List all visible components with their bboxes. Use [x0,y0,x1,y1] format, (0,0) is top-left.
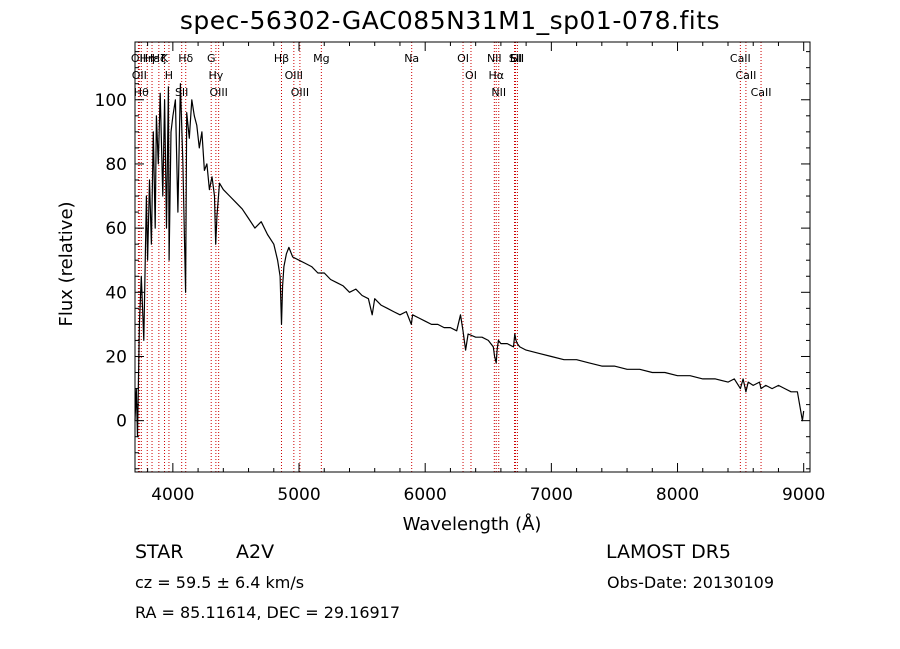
plot-frame [134,41,811,473]
line-label-Hθ: Hθ [134,86,149,99]
x-tick-label: 7000 [530,485,573,505]
axis-ticks: 4000 5000 6000 7000 8000 9000 0 20 40 60 80 100 [95,42,825,505]
line-label-Hδ: Hδ [178,52,193,65]
object-class: STAR [135,541,184,563]
object-subclass: A2V [236,541,275,563]
x-axis-label: Wavelength (Å) [403,513,542,535]
y-tick-label: 40 [105,283,127,303]
survey-name: LAMOST DR5 [606,541,731,563]
redshift-text: cz = 59.5 ± 6.4 km/s [135,573,305,592]
line-label-Hβ: Hβ [274,52,289,65]
line-label-SII: SII [509,52,522,65]
line-label-SII: SII [511,52,524,65]
line-label-K: K [161,52,169,65]
line-label-OII: OII [131,52,146,65]
chart-title: spec-56302-GAC085N31M1_sp01-078.fits [179,6,721,35]
line-label-CaII: CaII [751,86,772,99]
x-tick-label: 6000 [404,485,447,505]
line-label-Mg: Mg [313,52,329,65]
y-axis-label: Flux (relative) [56,201,77,326]
chart-axes [134,41,811,473]
line-label-Na: Na [404,52,419,65]
line-label-OI: OI [465,69,477,82]
y-tick-label: 20 [105,347,127,367]
line-label-G: G [207,52,216,65]
x-tick-label: 5000 [277,485,320,505]
line-label-Hα: Hα [488,69,504,82]
line-label-OII: OII [132,69,147,82]
x-tick-label: 8000 [656,485,699,505]
line-label-OIII: OIII [285,69,303,82]
y-tick-label: 0 [116,412,127,432]
line-label-OIII: OIII [291,86,309,99]
line-label-H: H [165,69,173,82]
line-label-Hη: Hη [140,52,155,65]
line-label-SII: SII [175,86,188,99]
line-label-Hζ: Hζ [152,52,166,65]
line-label-CaII: CaII [730,52,751,65]
line-label-OI: OI [457,52,469,65]
line-label-CaII: CaII [735,69,756,82]
y-tick-label: 80 [105,155,127,175]
line-label-NII: NII [491,86,506,99]
line-label-NII: NII [487,52,502,65]
obs-date-text: Obs-Date: 20130109 [607,573,775,592]
x-tick-label: 9000 [782,485,825,505]
spectrum-series [134,83,805,438]
y-tick-label: 60 [105,219,127,239]
spectral-line-markers [137,42,762,472]
line-label-Hγ: Hγ [208,69,223,82]
spectrum-line [134,83,805,438]
line-label-Li: Li [510,52,519,65]
line-label-OIII: OIII [209,86,227,99]
line-label-Hε: Hε [145,52,159,65]
coordinates-text: RA = 85.11614, DEC = 29.16917 [135,603,401,622]
y-tick-label: 100 [95,91,127,111]
x-tick-label: 4000 [151,485,194,505]
